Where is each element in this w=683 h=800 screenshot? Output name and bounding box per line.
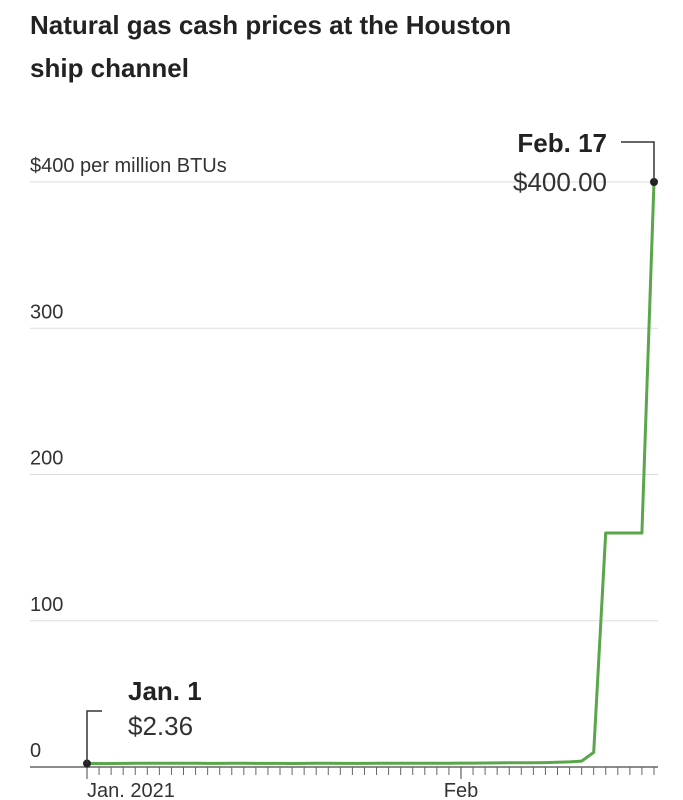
x-tick-label: Jan. 2021 bbox=[87, 780, 175, 800]
annotation-date: Jan. 1 bbox=[128, 676, 202, 706]
chart-title: Natural gas cash prices at the Houston sh… bbox=[30, 10, 511, 83]
x-tick-label: Feb bbox=[444, 780, 478, 800]
y-tick-label: 200 bbox=[30, 448, 63, 470]
y-tick-label: $400 per million BTUs bbox=[30, 155, 227, 177]
y-tick-label: 300 bbox=[30, 301, 63, 323]
annotation-value: $2.36 bbox=[128, 711, 193, 741]
leader-line bbox=[621, 141, 655, 182]
annotation-value: $400.00 bbox=[513, 167, 607, 197]
y-tick-label: 0 bbox=[30, 740, 41, 762]
line-series bbox=[87, 181, 656, 765]
annotation-date: Feb. 17 bbox=[517, 128, 607, 158]
leader-line bbox=[86, 710, 102, 764]
y-tick-label: 100 bbox=[30, 594, 63, 616]
